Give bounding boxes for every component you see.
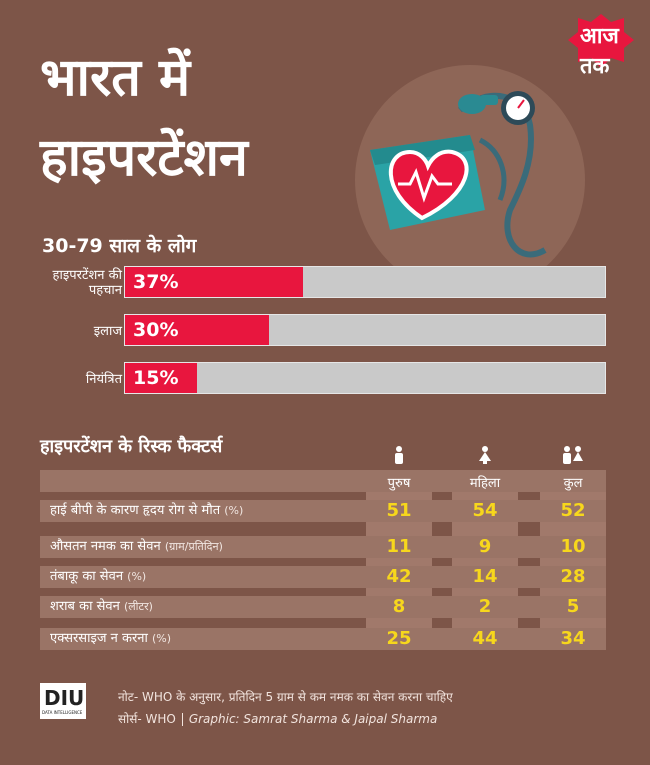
- bar-value-label: 30%: [133, 319, 179, 341]
- row-unit: (लीटर): [123, 600, 153, 613]
- table-cell: 42: [386, 566, 412, 587]
- column-header: कुल: [563, 476, 583, 491]
- table-cell: 44: [472, 628, 498, 649]
- bar-value-label: 15%: [133, 367, 179, 389]
- table-cell: 5: [566, 596, 580, 617]
- table-cell: 54: [472, 500, 498, 521]
- diu-logo-text: DIU: [44, 686, 85, 710]
- column-background: [452, 470, 518, 650]
- graphic-credit: Graphic: Samrat Sharma & Jaipal Sharma: [188, 712, 438, 726]
- table-row: [40, 536, 606, 558]
- row-label-text: तंबाकू का सेवन: [50, 569, 124, 584]
- bar-category-label: इलाज: [93, 323, 122, 339]
- table-row: [40, 500, 606, 522]
- bar-fill: [125, 363, 197, 393]
- bar-track: 15%: [124, 362, 606, 394]
- table-title: हाइपरटेंशन के रिस्क फैक्टर्स: [40, 436, 223, 457]
- diu-logo: DIU DATA INTELLIGENCE UNIT: [40, 683, 86, 719]
- footer-source-line: सोर्स- WHO Graphic: Samrat Sharma & Jaipa…: [118, 710, 437, 727]
- male-icon: [366, 446, 432, 468]
- bar-fill: [125, 315, 269, 345]
- row-unit: (%): [224, 504, 244, 517]
- row-label-text: एक्सरसाइज न करना: [50, 631, 148, 646]
- bar-track: 30%: [124, 314, 606, 346]
- table-cell: 14: [472, 566, 498, 587]
- table-cell: 52: [560, 500, 586, 521]
- diu-logo-subtext: DATA INTELLIGENCE UNIT: [42, 710, 84, 715]
- row-label-text: हाई बीपी के कारण हृदय रोग से मौत: [50, 503, 221, 518]
- aaj-tak-logo: आज तक: [566, 12, 636, 79]
- bar-track: 37%: [124, 266, 606, 298]
- brand-text: आज तक: [580, 24, 619, 79]
- bar-value-label: 37%: [133, 271, 179, 293]
- column-header: पुरुष: [387, 476, 411, 491]
- source-text: सोर्स- WHO: [118, 712, 176, 726]
- female-icon: [452, 446, 518, 468]
- page-title-line2: हाइपरटेंशन: [40, 128, 248, 188]
- column-background: [366, 470, 432, 650]
- row-label: शराब का सेवन (लीटर): [50, 596, 153, 618]
- row-label-text: शराब का सेवन: [50, 599, 120, 614]
- row-label: औसतन नमक का सेवन (ग्राम/प्रतिदिन): [50, 536, 223, 558]
- row-label: एक्सरसाइज न करना (%): [50, 628, 171, 650]
- row-label: तंबाकू का सेवन (%): [50, 566, 146, 588]
- table-header-row: [40, 470, 606, 492]
- row-label: हाई बीपी के कारण हृदय रोग से मौत (%): [50, 500, 243, 522]
- bar-category-label: हाइपरटेंशन की पहचान: [52, 268, 122, 298]
- table-cell: 8: [392, 596, 406, 617]
- footer-note: नोट- WHO के अनुसार, प्रतिदिन 5 ग्राम से …: [118, 690, 453, 704]
- row-unit: (ग्राम/प्रतिदिन): [164, 540, 223, 553]
- table-cell: 10: [560, 536, 586, 557]
- table-row: [40, 628, 606, 650]
- table-cell: 2: [478, 596, 492, 617]
- blood-pressure-monitor-icon: [370, 91, 547, 258]
- table-cell: 9: [478, 536, 492, 557]
- table-row: [40, 596, 606, 618]
- table-cell: 34: [560, 628, 586, 649]
- table-row: [40, 566, 606, 588]
- table-cell: 28: [560, 566, 586, 587]
- page-title-line1: भारत में: [40, 48, 191, 108]
- row-unit: (%): [152, 632, 172, 645]
- bar-category-label: नियंत्रित: [85, 371, 122, 387]
- bar-chart-title: 30-79 साल के लोग: [42, 235, 197, 257]
- table-cell: 51: [386, 500, 412, 521]
- separator: [181, 713, 183, 726]
- bar-fill: [125, 267, 303, 297]
- table-cell: 25: [386, 628, 412, 649]
- row-unit: (%): [127, 570, 147, 583]
- column-header: महिला: [469, 476, 501, 491]
- row-label-text: औसतन नमक का सेवन: [50, 539, 161, 554]
- people-icon: [540, 446, 606, 468]
- table-cell: 11: [386, 536, 412, 557]
- column-background: [540, 470, 606, 650]
